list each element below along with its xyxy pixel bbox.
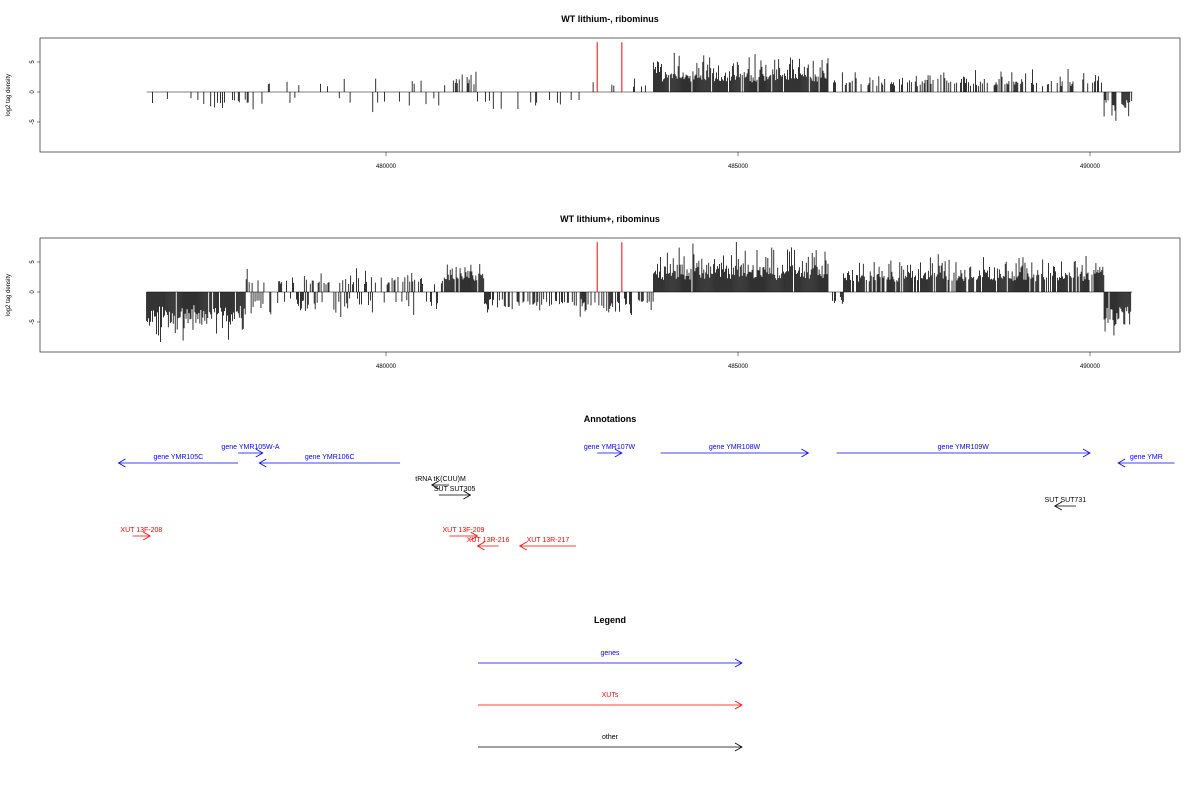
- arrow-head: [470, 531, 479, 541]
- arrow-head: [255, 448, 264, 458]
- annotations-title: Annotations: [584, 414, 637, 424]
- legend-panel: Legend genes XUTs other: [478, 615, 743, 752]
- annotation-feature: gene YMR108W: [660, 444, 810, 458]
- legend-entry: other: [478, 734, 743, 752]
- legend-label: other: [602, 734, 619, 741]
- plot-frame: [39, 237, 1181, 353]
- annotation-feature: SUT SUT731: [1045, 497, 1087, 511]
- axes-group: -5 0 5 480000 485000 490000: [30, 260, 1101, 370]
- annotation-label: gene YMR109W: [938, 444, 990, 451]
- x-tick-label: 485000: [728, 364, 749, 370]
- annotation-label: gene YMR107W: [584, 444, 636, 451]
- annotation-label: XUT 13R-217: [527, 537, 570, 544]
- legend-arrow-head: [734, 658, 743, 668]
- x-tick-label: 480000: [376, 364, 397, 370]
- annotation-feature: XUT 13F-208: [120, 527, 162, 541]
- y-axis-label: log2 tag density: [6, 74, 12, 116]
- y-tick-label: 0: [30, 290, 36, 294]
- annotation-label: tRNA tK(CUU)M: [415, 476, 466, 483]
- arrow-head: [142, 531, 151, 541]
- x-tick-label: 485000: [728, 164, 749, 170]
- bars-group: [146, 42, 1133, 121]
- arrow-head: [614, 448, 623, 458]
- chart-panel-lithium-minus: WT lithium-, ribominus -5 0 5 480000 485000 4…: [6, 14, 1181, 170]
- chart-title: WT lithium+, ribominus: [560, 214, 660, 224]
- annotation-label: XUT 13R-216: [467, 537, 510, 544]
- legend-entry: genes: [478, 650, 743, 668]
- y-tick-label: -5: [30, 119, 36, 125]
- arrow-head: [117, 458, 126, 468]
- y-tick-label: 5: [30, 260, 36, 264]
- axes-group: -5 0 5 480000 485000 490000: [30, 60, 1101, 170]
- annotation-label: XUT 13F-208: [120, 527, 162, 534]
- legend-title: Legend: [594, 615, 626, 625]
- annotation-label: SUT SUT305: [434, 486, 476, 493]
- y-axis-label: log2 tag density: [6, 274, 12, 316]
- arrow-head: [476, 541, 485, 551]
- annotation-label: gene YMR105C: [153, 454, 203, 461]
- y-tick-label: 5: [30, 60, 36, 64]
- arrow-head: [258, 458, 267, 468]
- arrow-head: [463, 490, 472, 500]
- x-tick-label: 490000: [1080, 364, 1101, 370]
- legend-label: genes: [600, 650, 620, 657]
- annotation-label: gene YMR106C: [305, 454, 355, 461]
- y-tick-label: -5: [30, 319, 36, 325]
- annotation-label: gene YMR: [1130, 454, 1163, 461]
- legend-entry: XUTs: [478, 692, 743, 710]
- legend-arrow-head: [734, 742, 743, 752]
- chart-panel-lithium-plus: WT lithium+, ribominus -5 0 5 480000 485000 4…: [6, 214, 1181, 370]
- annotation-feature: XUT 13R-217: [518, 537, 577, 551]
- arrow-head: [518, 541, 527, 551]
- annotation-feature: gene YMR105C: [117, 454, 239, 468]
- arrow-head: [430, 480, 439, 490]
- annotation-label: gene YMR108W: [709, 444, 761, 451]
- annotation-feature: gene YMR105W-A: [221, 444, 280, 458]
- arrow-head: [801, 448, 810, 458]
- annotation-feature: tRNA tK(CUU)M: [415, 476, 466, 490]
- legend-arrow-head: [734, 700, 743, 710]
- annotation-feature: gene YMR109W: [836, 444, 1091, 458]
- annotation-label: XUT 13F-209: [442, 527, 484, 534]
- annotation-feature: gene YMR107W: [584, 444, 636, 458]
- y-tick-label: 0: [30, 90, 36, 94]
- arrow-head: [1117, 458, 1126, 468]
- arrow-head: [1082, 448, 1091, 458]
- bars-group: [146, 241, 1133, 342]
- annotation-feature: gene YMR106C: [258, 454, 401, 468]
- annotation-feature: SUT SUT305: [434, 486, 476, 500]
- x-tick-label: 490000: [1080, 164, 1101, 170]
- chart-title: WT lithium-, ribominus: [561, 14, 659, 24]
- legend-label: XUTs: [602, 692, 619, 699]
- annotation-feature: XUT 13R-216: [467, 537, 510, 551]
- annotation-label: gene YMR105W-A: [221, 444, 279, 451]
- annotation-feature: gene YMR: [1117, 454, 1175, 468]
- annotation-items: gene YMR105C gene YMR105W-A gene YMR106C ge…: [117, 444, 1175, 551]
- legend-items: genes XUTs other: [478, 650, 743, 752]
- plot-frame: [39, 37, 1181, 153]
- annotation-label: SUT SUT731: [1045, 497, 1087, 504]
- arrow-head: [1053, 501, 1062, 511]
- x-tick-label: 480000: [376, 164, 397, 170]
- annotation-feature: XUT 13F-209: [442, 527, 484, 541]
